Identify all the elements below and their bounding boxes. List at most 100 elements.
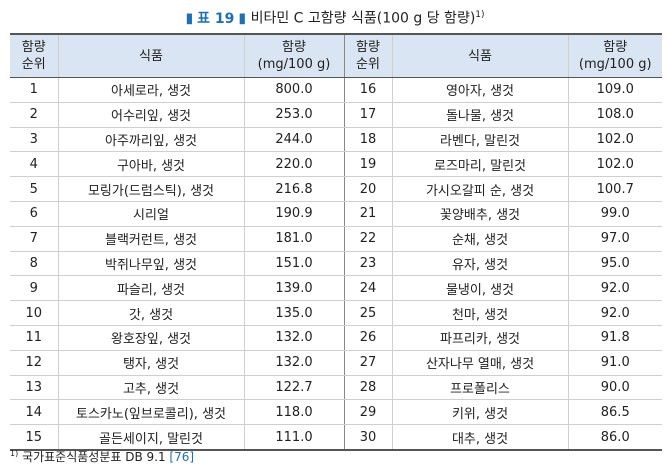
rank-cell-right: 30 [343,424,392,451]
amount-cell-right: 92.0 [567,275,662,302]
amount-cell-left: 800.0 [243,77,344,103]
amount-cell-left: 253.0 [243,102,344,128]
rank-cell-right: 21 [343,201,392,227]
food-cell-left: 아주까리잎, 생것 [57,127,244,153]
amount-cell-left: 118.0 [243,399,344,426]
table-row: 15 골든세이지, 말린것 111.0 30 대추, 생것 86.0 [10,424,662,451]
amount-cell-right: 100.7 [567,176,662,202]
amount-cell-right: 86.0 [567,424,662,451]
rank-cell-left: 12 [10,350,58,376]
rank-cell-right: 20 [343,176,392,202]
rank-cell-left: 10 [10,300,58,326]
rank-cell-right: 27 [343,350,392,376]
table-title: 비타민 C 고함량 식품(100 g 당 함량) [250,10,476,27]
food-cell-right: 가시오갈피 순, 생것 [391,176,568,202]
amount-cell-left: 111.0 [243,424,344,451]
table-row: 5 모링가(드럼스틱), 생것 216.8 20 가시오갈피 순, 생것 100.7 [10,176,662,202]
food-cell-right: 라벤다, 말린것 [391,127,568,153]
header-rank-right: 함량 순위 [343,33,392,78]
amount-cell-right: 90.0 [567,375,662,401]
amount-cell-left: 181.0 [243,226,344,252]
rank-cell-left: 4 [10,151,58,178]
header-food-right: 식품 [391,33,568,78]
amount-cell-right: 91.8 [567,325,662,351]
amount-cell-left: 151.0 [243,251,344,277]
rank-cell-right: 18 [343,127,392,153]
footnote: 1) 국가표준식품성분표 DB 9.1 [76] [10,448,194,465]
food-cell-right: 순채, 생것 [391,226,568,252]
food-cell-right: 물냉이, 생것 [391,275,568,302]
amount-cell-left: 190.9 [243,201,344,227]
food-cell-left: 파슬리, 생것 [57,275,244,302]
food-cell-left: 아세로라, 생것 [57,77,244,103]
food-cell-left: 왕호장잎, 생것 [57,325,244,351]
vitamin-c-table: 함량 순위 식품 함량 (mg/100 g) 함량 순위 식품 함량 (mg/100 g… [10,33,662,451]
rank-cell-left: 3 [10,127,58,153]
table-row: 8 박쥐나무잎, 생것 151.0 23 유자, 생것 95.0 [10,251,662,277]
rank-cell-left: 2 [10,102,58,128]
food-cell-right: 영아자, 생것 [391,77,568,103]
amount-cell-right: 102.0 [567,151,662,178]
food-cell-right: 파프리카, 생것 [391,325,568,351]
footnote-text: 국가표준식품성분표 DB 9.1 [22,450,166,464]
rank-cell-right: 23 [343,251,392,277]
amount-cell-right: 99.0 [567,201,662,227]
table-row: 6 시리얼 190.9 21 꽃양배추, 생것 99.0 [10,201,662,227]
food-cell-left: 박쥐나무잎, 생것 [57,251,244,277]
food-cell-right: 키위, 생것 [391,399,568,426]
footnote-reference-link[interactable]: [76] [169,450,195,464]
amount-cell-left: 122.7 [243,375,344,401]
food-cell-right: 꽃양배추, 생것 [391,201,568,227]
amount-cell-left: 244.0 [243,127,344,153]
food-cell-right: 돌나물, 생것 [391,102,568,128]
amount-cell-left: 216.8 [243,176,344,202]
rank-cell-left: 13 [10,375,58,401]
food-cell-right: 대추, 생것 [391,424,568,451]
table-row: 3 아주까리잎, 생것 244.0 18 라벤다, 말린것 102.0 [10,127,662,153]
rank-cell-left: 1 [10,77,58,103]
amount-cell-right: 108.0 [567,102,662,128]
rank-cell-right: 22 [343,226,392,252]
food-cell-left: 탱자, 생것 [57,350,244,376]
food-cell-left: 토스카노(잎브로콜리), 생것 [57,399,244,426]
table-caption: ▮ 표 19 ▮ 비타민 C 고함량 식품(100 g 당 함량)1) [0,6,670,28]
food-cell-left: 골든세이지, 말린것 [57,424,244,451]
food-cell-left: 모링가(드럼스틱), 생것 [57,176,244,202]
rank-cell-right: 16 [343,77,392,103]
rank-cell-left: 15 [10,424,58,451]
amount-cell-right: 97.0 [567,226,662,252]
rank-cell-left: 6 [10,201,58,227]
table-row: 12 탱자, 생것 132.0 27 산자나무 열매, 생것 91.0 [10,350,662,376]
table-row: 9 파슬리, 생것 139.0 24 물냉이, 생것 92.0 [10,275,662,302]
amount-cell-left: 135.0 [243,300,344,326]
amount-cell-right: 102.0 [567,127,662,153]
caption-bar-left: ▮ [185,10,194,27]
amount-cell-left: 139.0 [243,275,344,302]
food-cell-right: 산자나무 열매, 생것 [391,350,568,376]
food-cell-right: 로즈마리, 말린것 [391,151,568,178]
amount-cell-right: 91.0 [567,350,662,376]
food-cell-left: 갓, 생것 [57,300,244,326]
header-food-left: 식품 [57,33,244,78]
rank-cell-right: 24 [343,275,392,302]
rank-cell-right: 29 [343,399,392,426]
rank-cell-left: 14 [10,399,58,426]
food-cell-right: 유자, 생것 [391,251,568,277]
food-cell-right: 천마, 생것 [391,300,568,326]
table-row: 2 어수리잎, 생것 253.0 17 돌나물, 생것 108.0 [10,102,662,128]
caption-note-mark: 1) [475,10,485,20]
food-cell-left: 구아바, 생것 [57,151,244,178]
amount-cell-right: 109.0 [567,77,662,103]
rank-cell-left: 7 [10,226,58,252]
rank-cell-left: 8 [10,251,58,277]
amount-cell-left: 132.0 [243,325,344,351]
header-amount-right: 함량 (mg/100 g) [567,33,662,78]
table-row: 10 갓, 생것 135.0 25 천마, 생것 92.0 [10,300,662,326]
header-amount-left: 함량 (mg/100 g) [243,33,344,78]
table-row: 13 고추, 생것 122.7 28 프로폴리스 90.0 [10,375,662,401]
footnote-mark: 1) [10,449,19,458]
amount-cell-right: 95.0 [567,251,662,277]
amount-cell-left: 132.0 [243,350,344,376]
table-row: 11 왕호장잎, 생것 132.0 26 파프리카, 생것 91.8 [10,325,662,351]
rank-cell-right: 25 [343,300,392,326]
